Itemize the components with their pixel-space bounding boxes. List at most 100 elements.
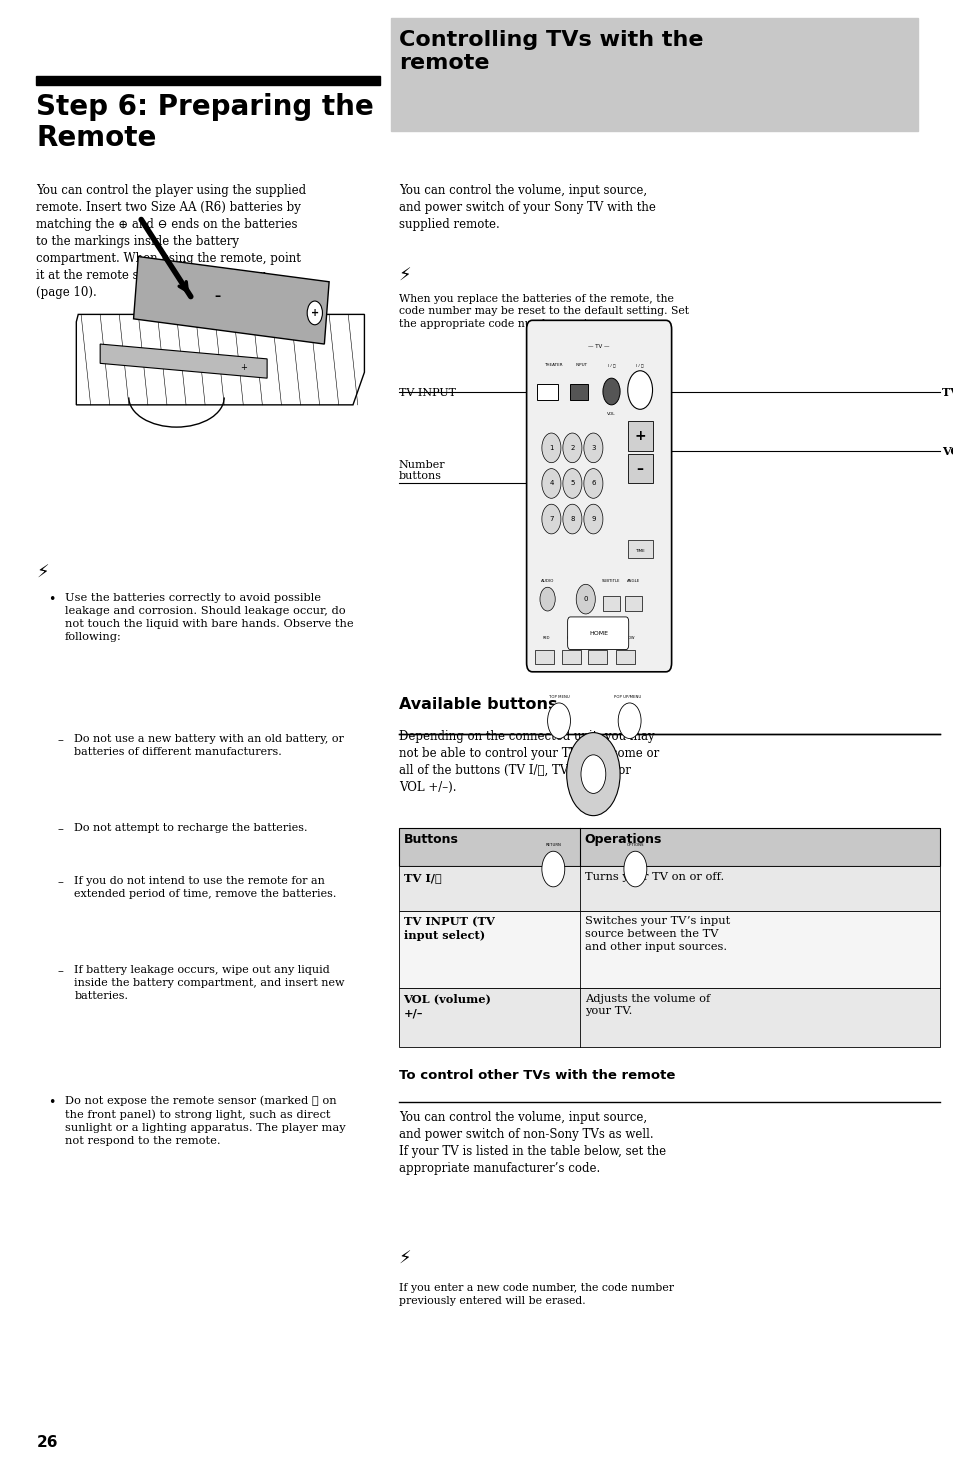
Text: 9: 9 <box>591 516 595 522</box>
Polygon shape <box>76 314 364 405</box>
Text: 2: 2 <box>570 445 574 451</box>
Text: 1: 1 <box>549 445 553 451</box>
Text: AUDIO: AUDIO <box>540 580 554 583</box>
Bar <box>36 76 379 85</box>
Circle shape <box>539 587 555 611</box>
Circle shape <box>618 703 640 739</box>
Text: VOL (volume)
+/–: VOL (volume) +/– <box>403 994 491 1019</box>
Text: ⚡: ⚡ <box>36 564 49 581</box>
Text: VOL: VOL <box>606 412 616 417</box>
Text: OPTIONS: OPTIONS <box>626 844 643 847</box>
Text: –: – <box>57 823 63 836</box>
Text: TOP MENU: TOP MENU <box>548 696 569 698</box>
Text: 3: 3 <box>591 445 595 451</box>
Bar <box>535 650 554 664</box>
Text: 5: 5 <box>570 480 574 486</box>
Polygon shape <box>133 257 329 344</box>
Text: HOME: HOME <box>589 630 608 636</box>
Text: Operations: Operations <box>584 833 661 847</box>
Text: Controlling TVs with the
remote: Controlling TVs with the remote <box>398 30 702 73</box>
Text: 8: 8 <box>570 516 574 522</box>
Text: When you replace the batteries of the remote, the
code number may be reset to th: When you replace the batteries of the re… <box>398 294 688 329</box>
Text: RETURN: RETURN <box>545 844 560 847</box>
Bar <box>391 18 917 131</box>
Text: –: – <box>636 461 643 476</box>
Circle shape <box>562 469 581 498</box>
Bar <box>398 828 939 866</box>
Text: +: + <box>311 308 318 317</box>
Text: –: – <box>57 876 63 890</box>
Text: Do not use a new battery with an old battery, or
batteries of different manufact: Do not use a new battery with an old bat… <box>74 734 344 756</box>
Circle shape <box>541 504 560 534</box>
Circle shape <box>562 433 581 463</box>
Circle shape <box>627 371 652 409</box>
Text: Number
buttons: Number buttons <box>398 460 445 482</box>
Text: BLUE: BLUE <box>594 636 603 639</box>
Bar <box>537 384 558 400</box>
Text: Buttons: Buttons <box>403 833 458 847</box>
Text: +: + <box>239 363 247 372</box>
Bar <box>398 866 939 911</box>
Text: •: • <box>48 593 55 607</box>
Bar <box>570 384 587 400</box>
Text: TIME: TIME <box>635 549 644 553</box>
Text: You can control the volume, input source,
and power switch of your Sony TV with : You can control the volume, input source… <box>398 184 655 231</box>
Text: –: – <box>57 965 63 979</box>
Bar <box>398 988 939 1047</box>
Text: 0: 0 <box>583 596 587 602</box>
Text: If battery leakage occurs, wipe out any liquid
inside the battery compartment, a: If battery leakage occurs, wipe out any … <box>74 965 345 1001</box>
Circle shape <box>566 733 619 816</box>
Text: Do not expose the remote sensor (marked Ⓡ on
the front panel) to strong light, s: Do not expose the remote sensor (marked … <box>65 1096 345 1146</box>
Circle shape <box>602 378 619 405</box>
Bar <box>627 421 652 451</box>
Circle shape <box>541 851 564 887</box>
Text: TV Ⅰ/⏻: TV Ⅰ/⏻ <box>403 872 441 882</box>
Bar <box>587 650 606 664</box>
FancyBboxPatch shape <box>526 320 671 672</box>
Text: ⚡: ⚡ <box>398 267 411 285</box>
Bar <box>627 540 652 558</box>
Circle shape <box>307 301 322 325</box>
Text: If you do not intend to use the remote for an
extended period of time, remove th: If you do not intend to use the remote f… <box>74 876 336 899</box>
Text: Use the batteries correctly to avoid possible
leakage and corrosion. Should leak: Use the batteries correctly to avoid pos… <box>65 593 354 642</box>
Text: ⚡: ⚡ <box>398 1250 411 1268</box>
Text: POP UP/MENU: POP UP/MENU <box>614 696 640 698</box>
Text: –: – <box>57 734 63 747</box>
Text: Do not attempt to recharge the batteries.: Do not attempt to recharge the batteries… <box>74 823 308 833</box>
Bar <box>602 596 619 611</box>
Circle shape <box>541 469 560 498</box>
Bar <box>616 650 635 664</box>
Bar <box>398 911 939 988</box>
Text: To control other TVs with the remote: To control other TVs with the remote <box>398 1069 675 1083</box>
Circle shape <box>583 504 602 534</box>
Text: Available buttons: Available buttons <box>398 697 557 712</box>
Text: If you enter a new code number, the code number
previously entered will be erase: If you enter a new code number, the code… <box>398 1283 673 1305</box>
Text: Depending on the connected unit, you may
not be able to control your TV with som: Depending on the connected unit, you may… <box>398 730 659 793</box>
Text: Turns your TV on or off.: Turns your TV on or off. <box>584 872 723 882</box>
Circle shape <box>562 504 581 534</box>
Circle shape <box>623 851 646 887</box>
Text: 26: 26 <box>36 1436 58 1450</box>
Text: 4: 4 <box>549 480 553 486</box>
Text: YELLOW: YELLOW <box>619 636 635 639</box>
Text: THEATER: THEATER <box>543 363 562 368</box>
Circle shape <box>583 469 602 498</box>
Bar <box>561 650 580 664</box>
Text: +: + <box>634 429 645 443</box>
Text: Switches your TV’s input
source between the TV
and other input sources.: Switches your TV’s input source between … <box>584 916 729 952</box>
Circle shape <box>583 433 602 463</box>
Text: Adjusts the volume of
your TV.: Adjusts the volume of your TV. <box>584 994 709 1016</box>
Text: VOL +/–: VOL +/– <box>941 445 953 457</box>
Text: •: • <box>48 1096 55 1109</box>
Text: 6: 6 <box>591 480 595 486</box>
Polygon shape <box>100 344 267 378</box>
Text: You can control the player using the supplied
remote. Insert two Size AA (R6) ba: You can control the player using the sup… <box>36 184 306 300</box>
Text: GREEN: GREEN <box>567 636 578 639</box>
Text: TV INPUT: TV INPUT <box>398 389 456 397</box>
FancyBboxPatch shape <box>567 617 628 650</box>
Text: Step 6: Preparing the
Remote: Step 6: Preparing the Remote <box>36 93 374 151</box>
Circle shape <box>541 433 560 463</box>
Text: I / ⏻: I / ⏻ <box>607 363 615 368</box>
Bar <box>627 454 652 483</box>
Text: –: – <box>214 291 220 303</box>
